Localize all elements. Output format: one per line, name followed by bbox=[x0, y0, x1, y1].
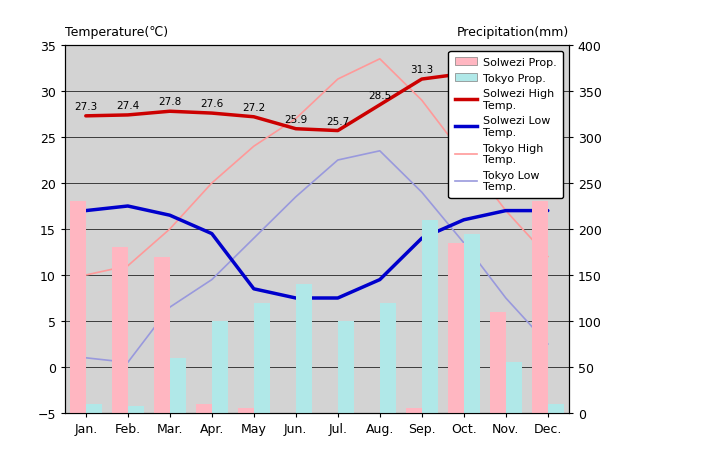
Bar bbox=[532, 202, 548, 413]
Bar bbox=[112, 248, 128, 413]
Bar bbox=[338, 321, 354, 413]
Bar bbox=[212, 321, 228, 413]
Text: 31.3: 31.3 bbox=[410, 65, 433, 75]
Text: 28.5: 28.5 bbox=[368, 91, 392, 101]
Text: Precipitation(mm): Precipitation(mm) bbox=[456, 26, 569, 39]
Text: 27.4: 27.4 bbox=[116, 101, 140, 111]
Bar bbox=[548, 404, 564, 413]
Text: 25.9: 25.9 bbox=[284, 115, 307, 124]
Bar bbox=[238, 409, 253, 413]
Bar bbox=[490, 312, 506, 413]
Bar bbox=[70, 202, 86, 413]
Bar bbox=[464, 234, 480, 413]
Text: 31.9: 31.9 bbox=[452, 60, 475, 69]
Bar bbox=[380, 303, 396, 413]
Legend: Solwezi Prop., Tokyo Prop., Solwezi High
Temp., Solwezi Low
Temp., Tokyo High
Te: Solwezi Prop., Tokyo Prop., Solwezi High… bbox=[449, 51, 563, 199]
Bar bbox=[505, 363, 522, 413]
Bar bbox=[448, 243, 464, 413]
Text: 27.2: 27.2 bbox=[536, 103, 559, 112]
Text: Temperature(℃): Temperature(℃) bbox=[65, 26, 168, 39]
Bar bbox=[128, 406, 144, 413]
Bar bbox=[170, 358, 186, 413]
Text: 27.2: 27.2 bbox=[242, 103, 266, 112]
Text: 27.8: 27.8 bbox=[158, 97, 181, 107]
Text: 28.9: 28.9 bbox=[494, 87, 518, 97]
Bar bbox=[196, 404, 212, 413]
Bar bbox=[254, 303, 270, 413]
Text: 27.6: 27.6 bbox=[200, 99, 223, 109]
Bar bbox=[154, 257, 170, 413]
Bar bbox=[422, 220, 438, 413]
Bar bbox=[86, 404, 102, 413]
Text: 27.3: 27.3 bbox=[74, 102, 97, 112]
Bar bbox=[296, 285, 312, 413]
Bar bbox=[406, 409, 422, 413]
Text: 25.7: 25.7 bbox=[326, 117, 349, 126]
